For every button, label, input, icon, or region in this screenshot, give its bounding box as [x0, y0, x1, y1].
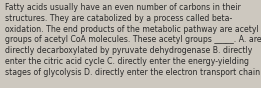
Text: Fatty acids usually have an even number of carbons in their
structures. They are: Fatty acids usually have an even number … — [5, 3, 261, 77]
